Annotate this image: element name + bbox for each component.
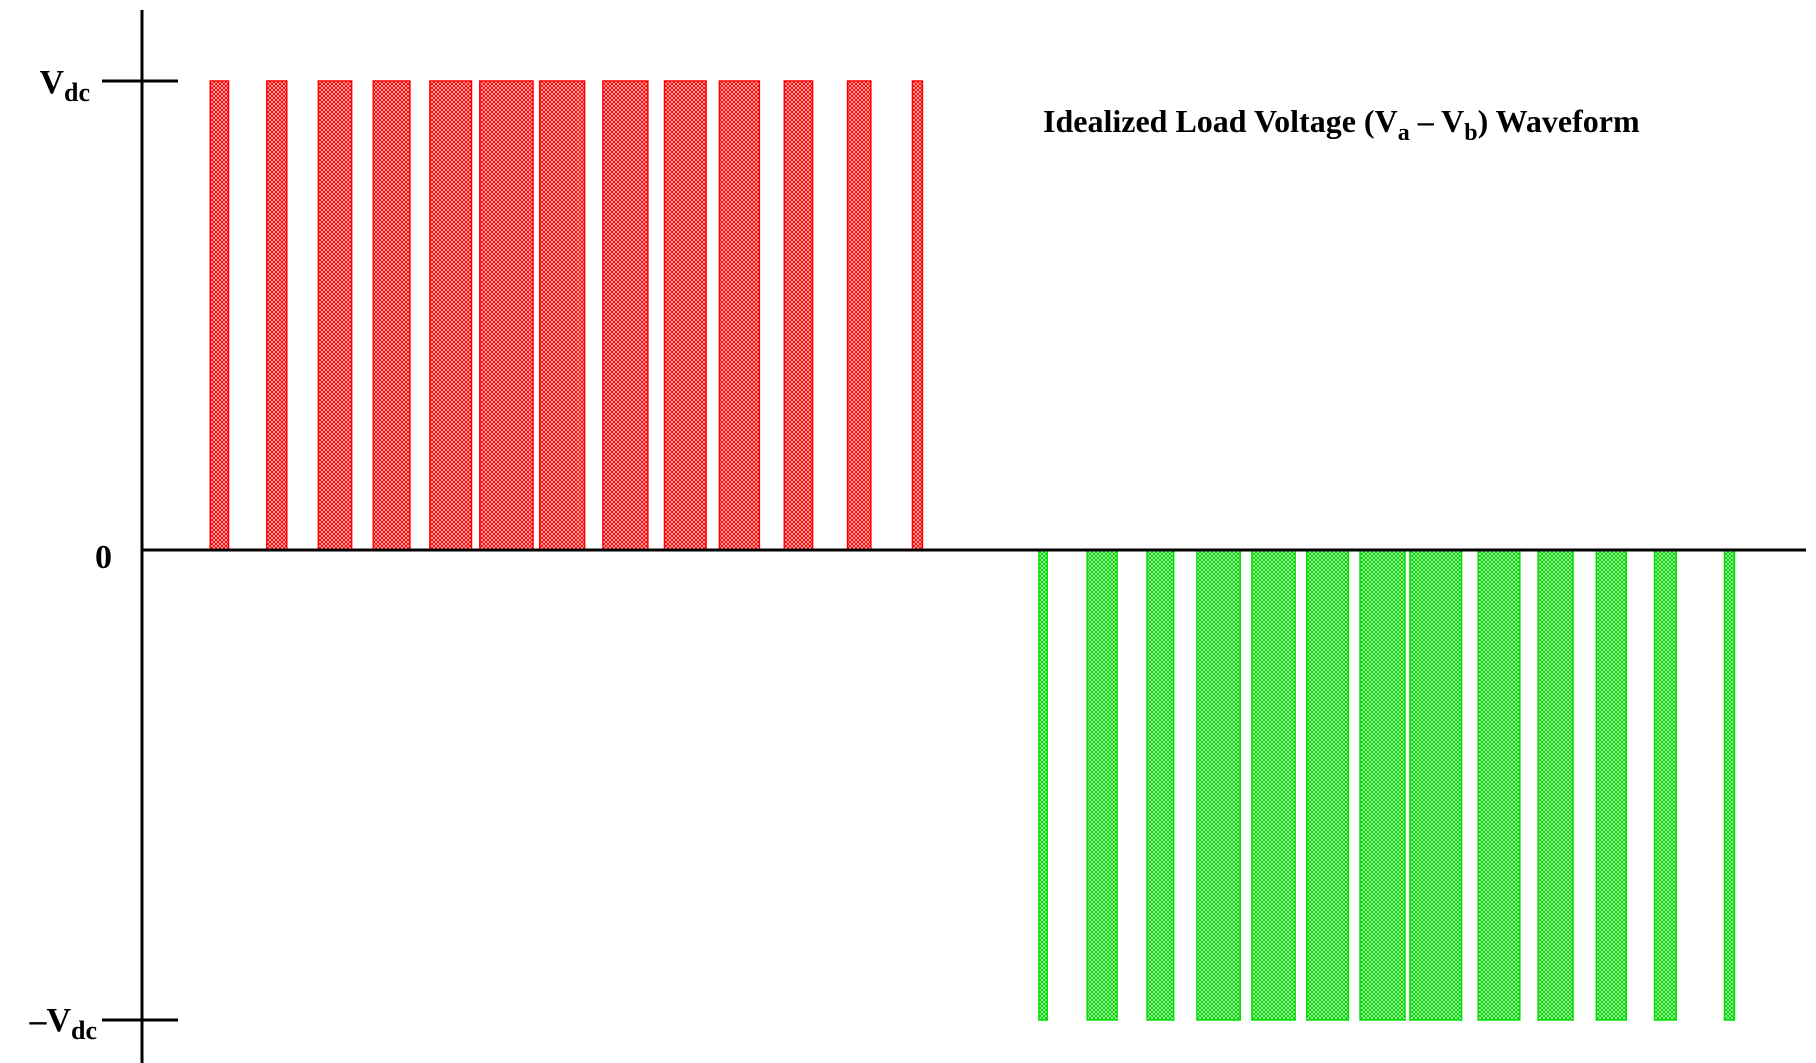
negative-pulse-16 — [1196, 549, 1241, 1021]
positive-pulse-7 — [602, 80, 649, 551]
negative-pulse-24 — [1653, 549, 1677, 1021]
y-tick-label-vdc: Vdc — [39, 64, 90, 107]
positive-pulse-2 — [317, 80, 353, 551]
y-tick-label-zero: 0 — [95, 539, 112, 576]
positive-pulse-11 — [846, 80, 872, 551]
negative-pulse-17 — [1251, 549, 1296, 1021]
positive-pulse-10 — [783, 80, 814, 551]
positive-pulse-8 — [663, 80, 707, 551]
negative-pulse-23 — [1595, 549, 1628, 1021]
positive-pulse-9 — [718, 80, 761, 551]
positive-pulse-5 — [479, 80, 534, 551]
negative-pulse-25 — [1723, 549, 1736, 1021]
positive-pulse-4 — [429, 80, 473, 551]
positive-pulse-1 — [266, 80, 288, 551]
negative-pulse-13 — [1038, 549, 1048, 1021]
negative-pulse-20 — [1409, 549, 1463, 1021]
positive-pulse-6 — [538, 80, 586, 551]
chart-title: Idealized Load Voltage (Va – Vb) Wavefor… — [1043, 103, 1640, 146]
positive-pulse-12 — [911, 80, 924, 551]
axes — [102, 10, 1806, 1063]
y-tick-label-neg-vdc: –Vdc — [28, 1002, 97, 1045]
pulse-layer — [209, 80, 1736, 1021]
negative-pulse-14 — [1086, 549, 1118, 1021]
positive-pulse-3 — [372, 80, 411, 551]
positive-pulse-0 — [209, 80, 230, 551]
negative-pulse-18 — [1306, 549, 1350, 1021]
negative-pulse-19 — [1359, 549, 1406, 1021]
negative-pulse-15 — [1146, 549, 1175, 1021]
negative-pulse-22 — [1537, 549, 1574, 1021]
negative-pulse-21 — [1477, 549, 1521, 1021]
